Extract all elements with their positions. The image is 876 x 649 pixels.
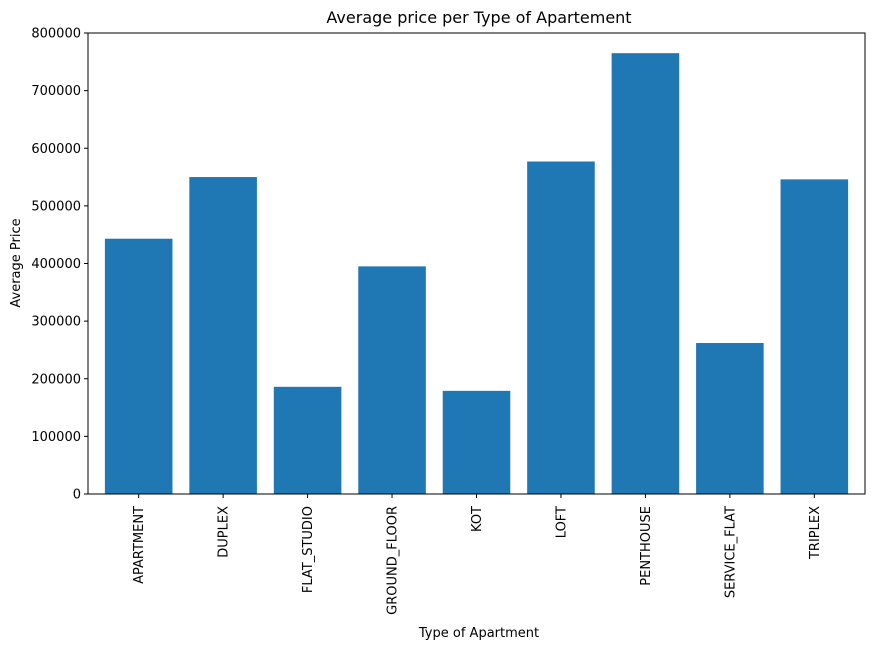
bar-service-flat [696,343,764,494]
bar-apartment [104,238,173,494]
x-tick-label: SERVICE_FLAT [723,506,738,598]
y-axis-ticks: 0 100000 200000 300000 400000 500000 600000 700… [31,27,88,503]
chart-title: Average price per Type of Apartement [326,8,631,27]
y-tick-label: 100000 [31,430,81,445]
x-tick-label: PENTHOUSE [639,506,654,586]
bar-flat-studio [273,386,342,494]
bar-ground-floor [358,266,426,494]
x-axis-label: Type of Apartment [418,626,539,641]
bar-penthouse [611,53,680,495]
x-tick-label: FLAT_STUDIO [301,506,316,593]
x-tick-label: DUPLEX [217,506,232,558]
y-tick-label: 600000 [31,142,81,157]
x-tick-label: APARTMENT [132,506,147,584]
x-tick-label: LOFT [554,506,569,538]
y-tick-label: 400000 [31,257,81,272]
x-axis-ticks: APARTMENT DUPLEX FLAT_STUDIO GROUND_FLOOR KO… [132,494,823,615]
y-tick-label: 200000 [31,372,81,387]
bar-duplex [189,177,257,494]
y-tick-label: 0 [73,488,81,503]
bars-group [104,53,849,495]
y-tick-label: 800000 [31,27,81,42]
y-tick-label: 300000 [31,315,81,330]
x-tick-label: TRIPLEX [808,506,823,560]
x-tick-label: KOT [470,506,485,532]
y-tick-label: 500000 [31,199,81,214]
x-tick-label: GROUND_FLOOR [386,506,401,615]
plot-frame [87,32,866,495]
bar-kot [442,390,511,494]
bar-triplex [780,179,849,494]
bar-loft [527,161,595,494]
y-axis-label: Average Price [9,218,24,307]
y-tick-label: 700000 [31,84,81,99]
